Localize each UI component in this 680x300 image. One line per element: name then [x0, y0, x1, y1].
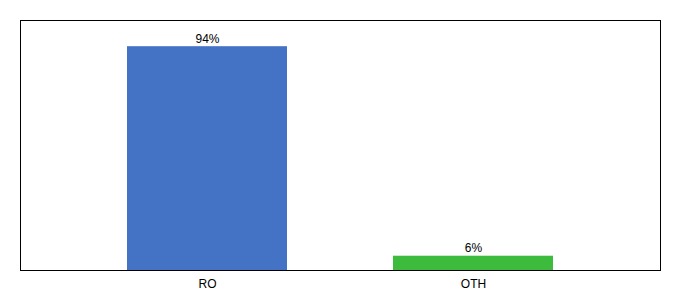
- svg-text:OTH: OTH: [461, 277, 486, 291]
- svg-text:6%: 6%: [465, 241, 483, 255]
- svg-text:RO: RO: [199, 277, 217, 291]
- svg-text:94%: 94%: [195, 32, 219, 46]
